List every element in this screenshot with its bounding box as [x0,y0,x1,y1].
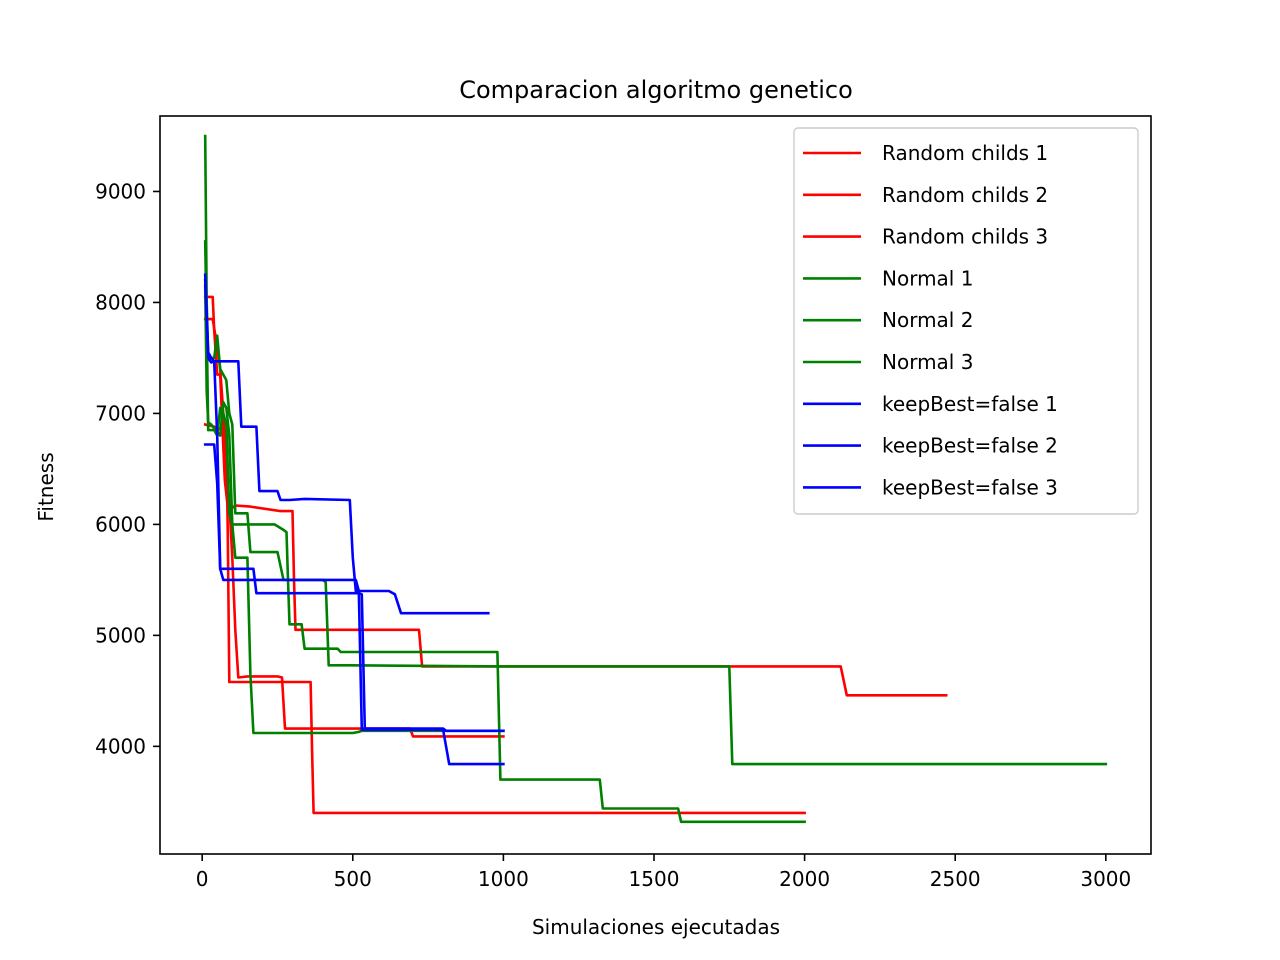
x-tick-label: 2000 [779,867,830,891]
y-tick-label: 4000 [95,734,146,758]
legend-label-5: Normal 2 [882,308,973,332]
y-axis-title: Fitness [34,452,58,521]
legend-box [793,127,1139,515]
legend: Random childs 1 Random childs 2 Random chi… [793,127,1139,515]
x-axis-title: Simulaciones ejecutadas [532,915,780,939]
y-tick-label: 6000 [95,512,146,536]
plot-frame [159,115,1152,855]
plot-series-group [203,134,1108,824]
series-line-9 [203,443,505,766]
x-tick-label: 500 [334,867,372,891]
x-tick-label: 3000 [1080,867,1131,891]
y-tick-label: 8000 [95,290,146,314]
x-axis: 0 500 1000 1500 2000 2500 3000 [196,854,1131,891]
y-tick-label: 9000 [95,179,146,203]
x-tick-label: 0 [196,867,209,891]
y-tick-label: 7000 [95,401,146,425]
legend-label-7: keepBest=false 1 [882,392,1058,416]
series-line-4 [203,134,1108,766]
chart-title: Comparacion algoritmo genetico [459,76,853,104]
legend-label-1: Random childs 1 [882,141,1048,165]
legend-label-4: Normal 1 [882,266,973,290]
y-axis: 4000 5000 6000 7000 8000 9000 [95,179,160,758]
x-tick-label: 2500 [930,867,981,891]
y-tick-label: 5000 [95,623,146,647]
legend-label-6: Normal 3 [882,350,973,374]
legend-label-3: Random childs 3 [882,225,1048,249]
legend-label-2: Random childs 2 [882,183,1048,207]
x-tick-label: 1000 [478,867,529,891]
legend-label-9: keepBest=false 3 [882,475,1058,499]
legend-label-8: keepBest=false 2 [882,434,1058,458]
x-tick-label: 1500 [629,867,680,891]
